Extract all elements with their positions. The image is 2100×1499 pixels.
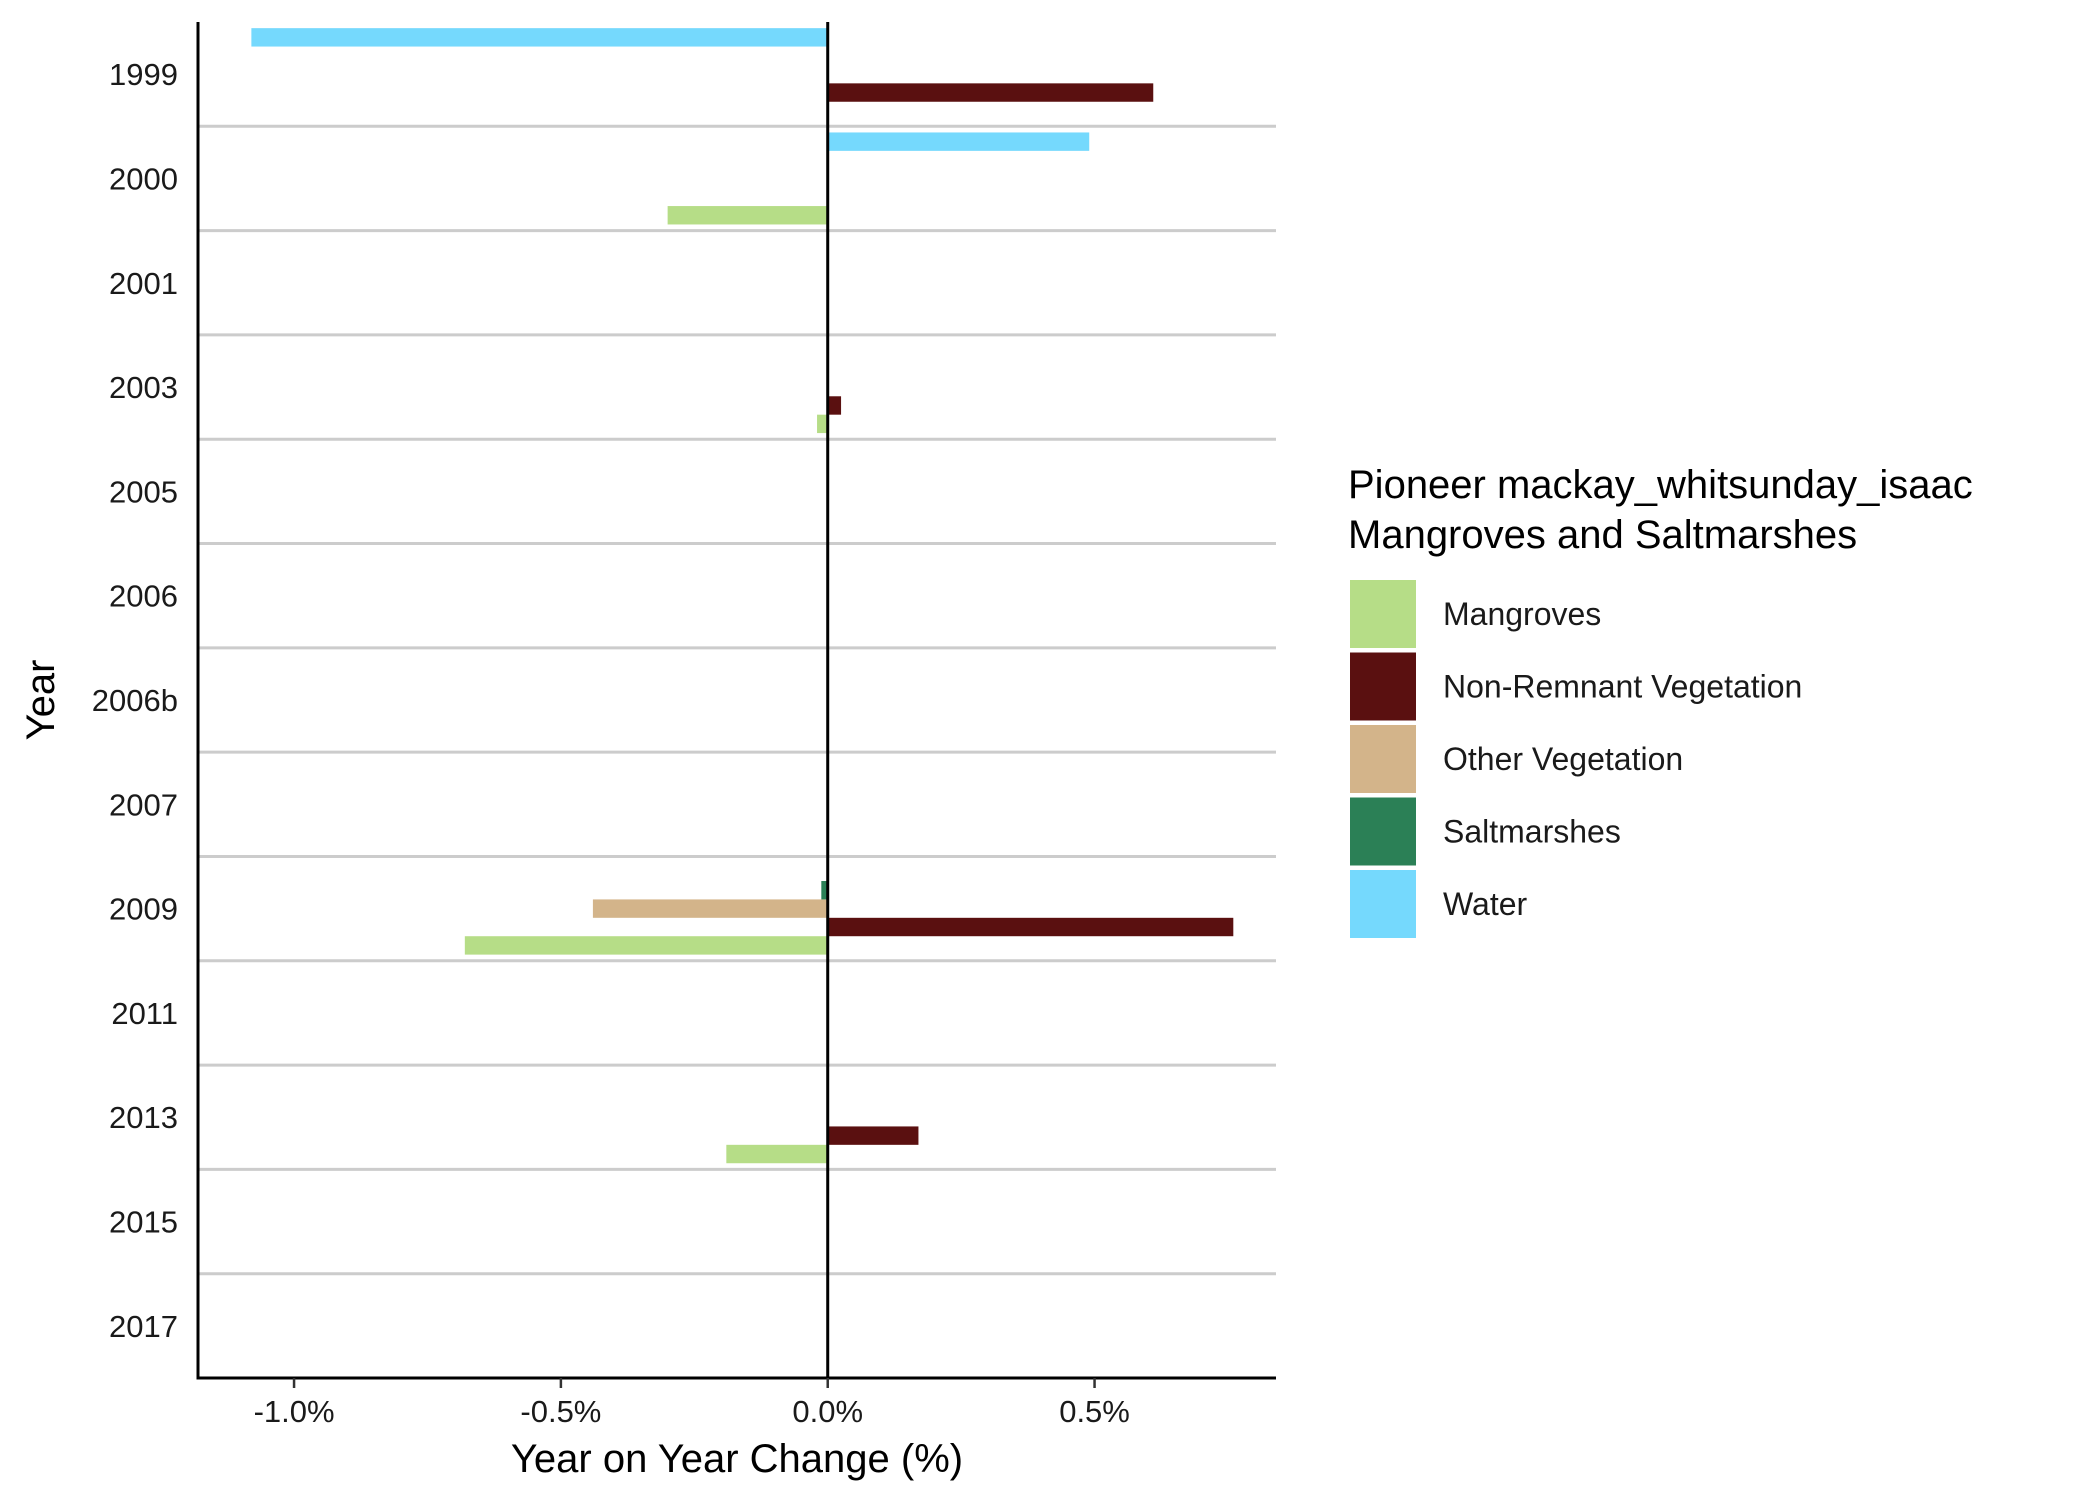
- y-axis-title: Year: [19, 660, 63, 741]
- y-tick-label: 2003: [109, 370, 178, 405]
- x-tick-label: 0.5%: [1059, 1394, 1130, 1429]
- legend-label: Non-Remnant Vegetation: [1443, 669, 1802, 705]
- y-tick-label: 2006b: [92, 683, 178, 718]
- x-tick-label: 0.0%: [792, 1394, 863, 1429]
- bar-non-remnant-vegetation-2009: [827, 917, 1234, 937]
- x-tick-labels: -1.0% -0.5% 0.0% 0.5%: [254, 1378, 1130, 1429]
- legend-label: Water: [1443, 886, 1528, 922]
- x-axis-title: Year on Year Change (%): [511, 1437, 963, 1481]
- gridlines: [198, 124, 1276, 1276]
- bar-non-remnant-vegetation-1999: [827, 83, 1154, 102]
- bar-mangroves-2009: [464, 936, 828, 955]
- axes: [196, 22, 1276, 1380]
- y-tick-label: 2001: [109, 266, 178, 301]
- legend-key: [1348, 578, 1418, 650]
- bar-water-1999: [251, 28, 828, 47]
- legend-label: Mangroves: [1443, 596, 1601, 632]
- legend-key: [1348, 650, 1418, 723]
- bar-non-remnant-vegetation-2003: [827, 396, 842, 415]
- y-tick-label: 2015: [109, 1205, 178, 1240]
- bar-other-vegetation-2009: [592, 899, 828, 918]
- bar-water-2000: [827, 132, 1090, 151]
- legend-title-line-2: Mangroves and Saltmarshes: [1348, 513, 1857, 557]
- y-tick-label: 2009: [109, 892, 178, 927]
- y-tick-label: 2005: [109, 474, 178, 509]
- legend-key: [1348, 868, 1418, 940]
- legend-title-line-1: Pioneer mackay_whitsunday_isaac: [1348, 463, 1973, 507]
- y-tick-label: 2017: [109, 1309, 178, 1344]
- y-tick-label: 1999: [109, 57, 178, 92]
- legend: Pioneer mackay_whitsunday_isaac Mangrove…: [1348, 463, 1973, 940]
- legend-label: Other Vegetation: [1443, 741, 1683, 777]
- y-tick-labels: 1999 2000 2001 2003 2005 2006 2006b 2007 2009 201…: [92, 57, 178, 1344]
- bar-non-remnant-vegetation-2013: [827, 1126, 919, 1145]
- bar-mangroves-2003: [817, 414, 828, 434]
- y-tick-label: 2006: [109, 579, 178, 614]
- bar-mangroves-2000: [667, 206, 828, 225]
- y-tick-label: 2011: [111, 996, 178, 1031]
- y-tick-label: 2000: [109, 161, 178, 196]
- legend-items: Mangroves Non-Remnant Vegetation Other Veg…: [1348, 578, 1802, 940]
- y-tick-label: 2013: [109, 1100, 178, 1135]
- bar-mangroves-2013: [726, 1144, 828, 1164]
- x-tick-label: -1.0%: [254, 1394, 335, 1429]
- bars: [251, 28, 1234, 1164]
- legend-label: Saltmarshes: [1443, 814, 1621, 850]
- bar-saltmarshes-2009: [821, 881, 828, 900]
- x-tick-label: -0.5%: [520, 1394, 601, 1429]
- legend-key: [1348, 723, 1418, 795]
- y-tick-label: 2007: [109, 787, 178, 822]
- legend-key: [1348, 795, 1418, 868]
